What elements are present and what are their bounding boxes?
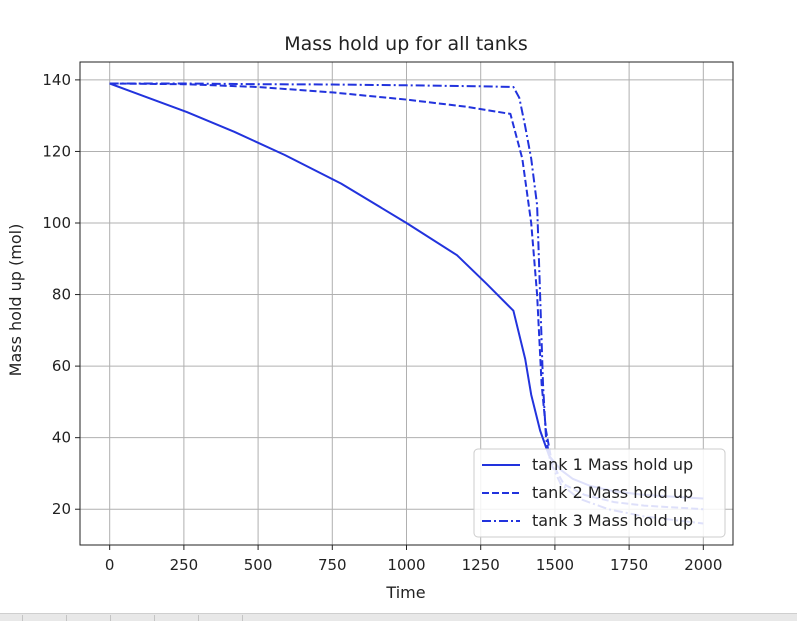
y-tick-label: 40 <box>52 429 71 447</box>
x-tick-label: 250 <box>170 556 199 574</box>
legend-label-3: tank 3 Mass hold up <box>532 511 693 530</box>
plot-frame <box>79 61 734 546</box>
legend-label-1: tank 1 Mass hold up <box>532 455 693 474</box>
legend: tank 1 Mass hold up tank 2 Mass hold up ta… <box>473 448 726 538</box>
legend-box <box>473 448 726 538</box>
x-tick-label: 1750 <box>610 556 648 574</box>
y-tick-label: 100 <box>42 214 71 232</box>
y-tick-label: 140 <box>42 71 71 89</box>
chart-title: Mass hold up for all tanks <box>284 33 528 55</box>
x-tick-label: 750 <box>318 556 347 574</box>
y-tick-label: 120 <box>42 142 71 160</box>
x-tick-label: 1000 <box>387 556 425 574</box>
x-tick-label: 1500 <box>536 556 574 574</box>
y-tick-label: 20 <box>52 500 71 518</box>
bottom-scroll-strip <box>0 613 797 621</box>
x-tick-label: 1250 <box>462 556 500 574</box>
x-tick-label: 500 <box>244 556 273 574</box>
y-axis-label: Mass hold up (mol) <box>6 224 25 377</box>
legend-label-2: tank 2 Mass hold up <box>532 483 693 502</box>
x-tick-label: 0 <box>105 556 115 574</box>
axes: 0 250 500 750 1000 1250 1500 1750 2000 20 40 60 80 10… <box>42 61 734 574</box>
x-tick-label: 2000 <box>684 556 722 574</box>
y-tick-label: 80 <box>52 286 71 304</box>
y-tick-label: 60 <box>52 357 71 375</box>
x-axis-label: Time <box>385 583 425 602</box>
